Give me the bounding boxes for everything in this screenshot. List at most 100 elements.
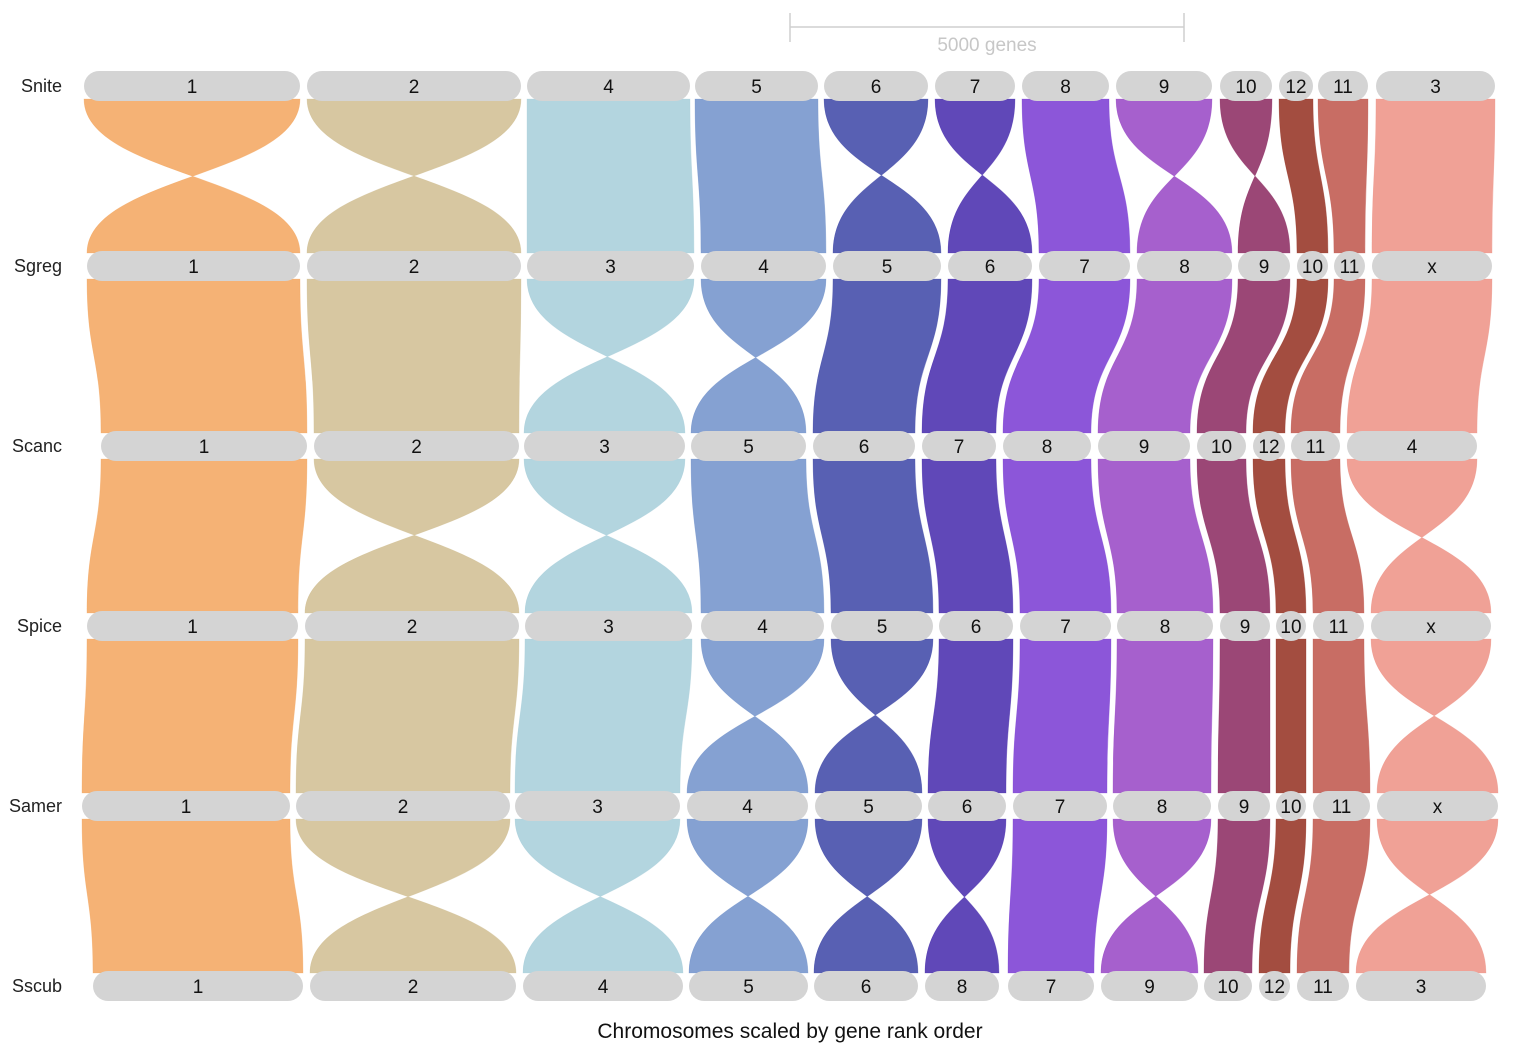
chromosome-bar[interactable] [1220,71,1272,101]
synteny-ribbon [812,278,942,434]
chromosome-bar[interactable] [515,791,680,821]
synteny-ribbon [295,638,520,794]
chromosome-bar[interactable] [1220,611,1270,641]
chromosome-label: 7 [1079,257,1090,278]
chromosome-bar[interactable] [524,431,685,461]
chromosome-bar[interactable] [1276,791,1306,821]
chromosome-bar[interactable] [1371,611,1491,641]
chromosome-bar[interactable] [939,611,1013,641]
chromosome-bar[interactable] [314,431,519,461]
chromosome-bar[interactable] [101,431,307,461]
chromosome-label: 10 [1302,257,1323,278]
chromosome-bar[interactable] [310,971,516,1001]
synteny-ribbon [1252,458,1307,614]
synteny-ribbon [523,278,695,434]
chromosome-bar[interactable] [925,971,999,1001]
chromosome-label: 12 [1285,77,1306,98]
chromosome-label: 2 [398,797,409,818]
chromosome-bar[interactable] [831,611,933,641]
chromosome-bar[interactable] [814,971,918,1001]
chromosome-label: 4 [1407,437,1418,458]
chromosome-label: 11 [1333,77,1353,98]
chromosome-bar[interactable] [1291,431,1340,461]
chromosome-bar[interactable] [922,431,996,461]
chromosome-bar[interactable] [1376,71,1495,101]
chromosome-bar[interactable] [1313,791,1370,821]
scale-bar-label: 5000 genes [937,35,1036,56]
chromosome-bar[interactable] [1279,71,1313,101]
chromosome-bar[interactable] [305,611,519,641]
chromosome-bar[interactable] [1218,791,1270,821]
chromosome-bar[interactable] [824,71,928,101]
chromosome-bar[interactable] [1117,611,1213,641]
synteny-ribbon [1217,638,1271,794]
chromosome-label: 6 [971,617,982,638]
chromosome-bar[interactable] [1197,431,1246,461]
x-axis-caption: Chromosomes scaled by gene rank order [597,1020,982,1043]
synteny-ribbon [934,98,1033,254]
chromosome-bar[interactable] [1039,251,1130,281]
chromosome-bar[interactable] [701,611,824,641]
chromosome-bar[interactable] [1297,971,1349,1001]
chromosome-bar[interactable] [87,611,298,641]
chromosome-bar[interactable] [815,791,922,821]
chromosome-bar[interactable] [687,791,808,821]
chromosome-label: 6 [859,437,870,458]
chromosome-bar[interactable] [935,71,1015,101]
chromosome-bar[interactable] [84,71,300,101]
genome-label: Spice [17,616,62,636]
chromosome-bar[interactable] [1356,971,1486,1001]
chromosome-bar[interactable] [1334,251,1365,281]
chromosome-bar[interactable] [1253,431,1285,461]
chromosome-bar[interactable] [948,251,1032,281]
chromosome-bar[interactable] [1204,971,1252,1001]
chromosome-bar[interactable] [1347,431,1477,461]
chromosome-bar[interactable] [695,71,818,101]
chromosome-bar[interactable] [1116,71,1212,101]
chromosome-bar[interactable] [1276,611,1306,641]
chromosome-bar[interactable] [701,251,826,281]
chromosome-label: 3 [1430,77,1441,98]
chromosome-bar[interactable] [1313,611,1364,641]
chromosome-bar[interactable] [527,251,694,281]
chromosome-bar[interactable] [525,611,692,641]
chromosome-bar[interactable] [1297,251,1328,281]
chromosome-label: 5 [751,77,762,98]
chromosome-bar[interactable] [527,71,690,101]
chromosome-bar[interactable] [1020,611,1111,641]
chromosome-bar[interactable] [1022,71,1109,101]
synteny-ribbon [1100,818,1212,974]
chromosome-bar[interactable] [1013,791,1107,821]
chromosome-bar[interactable] [93,971,303,1001]
synteny-ribbon [81,638,299,794]
synteny-ribbon [1258,818,1307,974]
chromosome-bar[interactable] [307,71,521,101]
chromosome-bar[interactable] [1372,251,1492,281]
chromosome-bar[interactable] [1137,251,1232,281]
chromosome-bar[interactable] [1377,791,1498,821]
chromosome-bar[interactable] [813,431,915,461]
chromosome-bar[interactable] [1101,971,1198,1001]
chromosome-bar[interactable] [928,791,1006,821]
chromosome-label: 3 [603,617,614,638]
chromosome-bar[interactable] [833,251,941,281]
chromosome-bar[interactable] [1098,431,1190,461]
chromosome-bar[interactable] [1238,251,1290,281]
chromosome-bar[interactable] [1003,431,1091,461]
chromosome-bar[interactable] [1008,971,1094,1001]
chromosome-bar[interactable] [689,971,808,1001]
chromosome-bar[interactable] [523,971,683,1001]
chromosome-bar[interactable] [1113,791,1211,821]
chromosome-bar[interactable] [1259,971,1290,1001]
chromosome-label: 4 [603,77,614,98]
chromosome-bar[interactable] [307,251,521,281]
chromosome-bar[interactable] [87,251,300,281]
chromosome-label: 8 [1060,77,1071,98]
chromosome-bar[interactable] [82,791,290,821]
chromosome-label: 9 [1139,437,1150,458]
chromosome-bar[interactable] [296,791,510,821]
chromosome-label: 5 [882,257,893,278]
chromosome-bar[interactable] [1318,71,1368,101]
chromosome-bar[interactable] [691,431,806,461]
